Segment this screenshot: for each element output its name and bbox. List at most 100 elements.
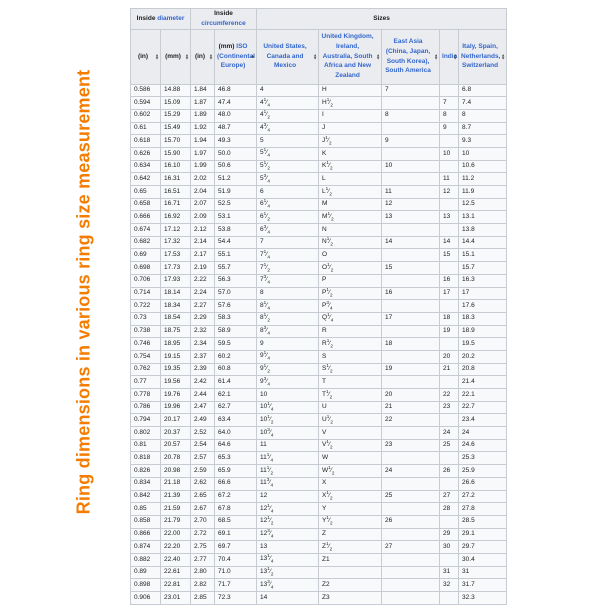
cell-united-states-canada-and-mexico: 91⁄4 — [256, 349, 320, 364]
united-kingdom-ireland-australia-south-a-link[interactable]: United Kingdom, Ireland, Australia, Sout… — [321, 33, 374, 80]
cell-in: 0.738 — [130, 324, 161, 339]
cell-iso-continental-europe: 58.3 — [214, 311, 258, 326]
sort-icon[interactable]: ▲ ▼ — [155, 52, 159, 61]
table-row: 0.65 16.51 2.04 51.9 6 L1⁄2 11 12 11.9 — [130, 185, 508, 199]
cell-mm: 19.15 — [159, 349, 192, 364]
cell-united-kingdom-ireland-australia-south-a: K — [318, 146, 383, 161]
cell-mm: 16.92 — [159, 210, 192, 225]
column-header-india[interactable]: India ▲ ▼ — [439, 28, 460, 85]
column-header-east-asia-china-japan-south-korea-south-[interactable]: East Asia (China, Japan, South Korea), S… — [381, 28, 441, 85]
iso-continental-europe-link[interactable]: ISO (Continental Europe) — [217, 42, 255, 70]
cell-in: 2.77 — [190, 552, 216, 567]
cell-mm: 18.34 — [159, 299, 192, 313]
cell-united-kingdom-ireland-australia-south-a: Y1⁄2 — [318, 514, 383, 529]
cell-mm: 14.88 — [159, 83, 192, 98]
sort-icon[interactable]: ▲ ▼ — [453, 52, 458, 61]
column-header-mm[interactable]: (mm) ▲ ▼ — [159, 28, 192, 85]
cell-east-asia-china-japan-south-korea-south-: 16 — [381, 286, 441, 301]
cell-in: 0.786 — [130, 400, 161, 415]
cell-iso-continental-europe: 72.3 — [214, 591, 258, 605]
diameter-link[interactable]: diameter — [157, 14, 185, 22]
cell-in: 0.754 — [130, 349, 161, 364]
cell-in: 2.85 — [190, 591, 216, 605]
sort-icon[interactable]: ▲ ▼ — [209, 52, 214, 61]
cell-italy-spain-netherlands-switzerland: 8 — [458, 108, 508, 123]
sort-ascending-icon[interactable]: ▲ — [250, 53, 256, 59]
cell-india: 30 — [439, 540, 460, 554]
cell-iso-continental-europe: 71.7 — [214, 578, 258, 592]
cell-iso-continental-europe: 68.5 — [214, 514, 258, 529]
cell-east-asia-china-japan-south-korea-south- — [381, 552, 441, 567]
group-header-circumference: Inside circumference — [190, 8, 258, 30]
cell-in: 2.07 — [190, 197, 216, 212]
cell-mm: 17.32 — [159, 235, 192, 250]
cell-in: 2.22 — [190, 273, 216, 288]
cell-united-kingdom-ireland-australia-south-a: Z3 — [318, 591, 383, 605]
cell-italy-spain-netherlands-switzerland: 7.4 — [458, 96, 508, 110]
table-row: 0.634 16.10 1.99 50.6 51⁄2 K1⁄2 10 10.6 — [130, 159, 508, 174]
cell-united-states-canada-and-mexico: 51⁄4 — [256, 146, 320, 161]
column-header-united-kingdom-ireland-australia-south-a[interactable]: United Kingdom, Ireland, Australia, Sout… — [318, 28, 383, 85]
sort-icon[interactable]: ▲ ▼ — [313, 52, 318, 61]
united-states-canada-and-mexico-link[interactable]: United States, Canada and Mexico — [263, 42, 307, 70]
cell-mm: 16.71 — [159, 197, 192, 212]
sort-icon[interactable]: ▲ ▼ — [434, 52, 439, 61]
cell-italy-spain-netherlands-switzerland: 29.7 — [458, 540, 508, 554]
cell-united-kingdom-ireland-australia-south-a: V — [318, 426, 383, 440]
ring-size-table: Inside diameter Inside circumference Sizes… — [129, 8, 508, 605]
sort-icon[interactable]: ▲ ▼ — [185, 52, 190, 61]
column-header-in[interactable]: (in) ▲ ▼ — [190, 28, 216, 85]
cell-iso-continental-europe: 58.9 — [214, 324, 258, 339]
cell-united-kingdom-ireland-australia-south-a: T1⁄2 — [318, 388, 383, 402]
cell-in: 0.746 — [130, 337, 161, 351]
sort-icon[interactable]: ▲ ▼ — [376, 52, 381, 61]
cell-india: 18 — [439, 311, 460, 326]
cell-in: 2.24 — [190, 286, 216, 301]
cell-united-states-canada-and-mexico: 113⁄4 — [256, 476, 320, 491]
table-row: 0.898 22.81 2.82 71.7 133⁄4 Z2 32 31.7 — [130, 578, 508, 592]
cell-united-states-canada-and-mexico: 73⁄4 — [256, 273, 320, 288]
cell-mm: 16.31 — [159, 172, 192, 186]
table-row: 0.858 21.79 2.70 68.5 121⁄2 Y1⁄2 26 28.5 — [130, 514, 508, 529]
cell-italy-spain-netherlands-switzerland: 11.9 — [458, 185, 508, 199]
column-header-in[interactable]: (in) ▲ ▼ — [130, 28, 161, 85]
cell-united-kingdom-ireland-australia-south-a: Z1⁄2 — [318, 540, 383, 554]
cell-italy-spain-netherlands-switzerland: 27.2 — [458, 489, 508, 504]
cell-india: 15 — [439, 248, 460, 263]
cell-mm: 19.56 — [159, 375, 192, 389]
cell-in: 2.75 — [190, 540, 216, 554]
cell-united-kingdom-ireland-australia-south-a: L1⁄2 — [318, 185, 383, 199]
cell-in: 1.94 — [190, 134, 216, 148]
cell-italy-spain-netherlands-switzerland: 25.9 — [458, 464, 508, 478]
table-row: 0.89 22.61 2.80 71.0 131⁄2 31 31 — [130, 565, 508, 580]
cell-italy-spain-netherlands-switzerland: 32.3 — [458, 591, 508, 605]
column-header-united-states-canada-and-mexico[interactable]: United States, Canada and Mexico ▲ ▼ — [256, 28, 320, 85]
cell-east-asia-china-japan-south-korea-south-: 20 — [381, 388, 441, 402]
cell-mm: 20.57 — [159, 438, 192, 453]
column-header-italy-spain-netherlands-switzerland[interactable]: Italy, Spain, Netherlands, Switzerland ▲ ▼ — [458, 28, 508, 85]
circumference-link[interactable]: circumference — [201, 19, 246, 27]
cell-united-kingdom-ireland-australia-south-a: R — [318, 324, 383, 339]
cell-in: 2.09 — [190, 210, 216, 225]
italy-spain-netherlands-switzerland-link[interactable]: Italy, Spain, Netherlands, Switzerland — [461, 42, 501, 70]
india-link[interactable]: India — [442, 52, 458, 60]
cell-iso-continental-europe: 64.0 — [214, 426, 258, 440]
cell-iso-continental-europe: 64.6 — [214, 438, 258, 453]
cell-mm: 20.37 — [159, 426, 192, 440]
cell-india: 7 — [439, 96, 460, 110]
cell-in: 2.54 — [190, 438, 216, 453]
cell-mm: 22.00 — [159, 527, 192, 542]
cell-in: 0.778 — [130, 388, 161, 402]
cell-italy-spain-netherlands-switzerland: 18.9 — [458, 324, 508, 339]
east-asia-china-japan-south-korea-south--link[interactable]: East Asia (China, Japan, South Korea), S… — [385, 38, 431, 75]
cell-italy-spain-netherlands-switzerland: 21.4 — [458, 375, 508, 389]
cell-in: 2.72 — [190, 527, 216, 542]
table-row: 0.794 20.17 2.49 63.4 101⁄2 U1⁄2 22 23.4 — [130, 413, 508, 428]
cell-mm: 20.17 — [159, 413, 192, 428]
cell-iso-continental-europe: 49.3 — [214, 134, 258, 148]
cell-east-asia-china-japan-south-korea-south-: 15 — [381, 261, 441, 275]
cell-iso-continental-europe: 53.8 — [214, 223, 258, 237]
column-header-iso-continental-europe[interactable]: (mm) ISO (Continental Europe) ▲ — [214, 28, 258, 85]
sort-icon[interactable]: ▲ ▼ — [501, 52, 506, 61]
cell-mm: 18.95 — [159, 337, 192, 351]
